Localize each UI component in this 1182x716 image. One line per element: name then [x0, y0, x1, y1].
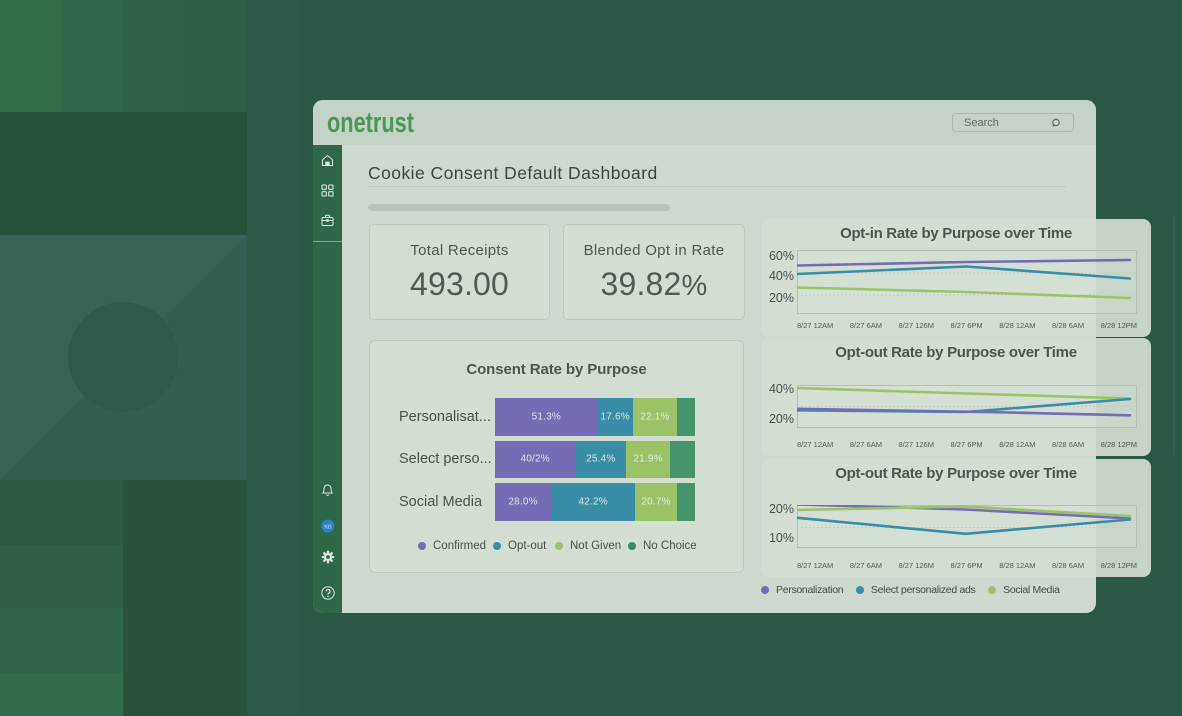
svg-text:KB: KB: [324, 524, 332, 530]
